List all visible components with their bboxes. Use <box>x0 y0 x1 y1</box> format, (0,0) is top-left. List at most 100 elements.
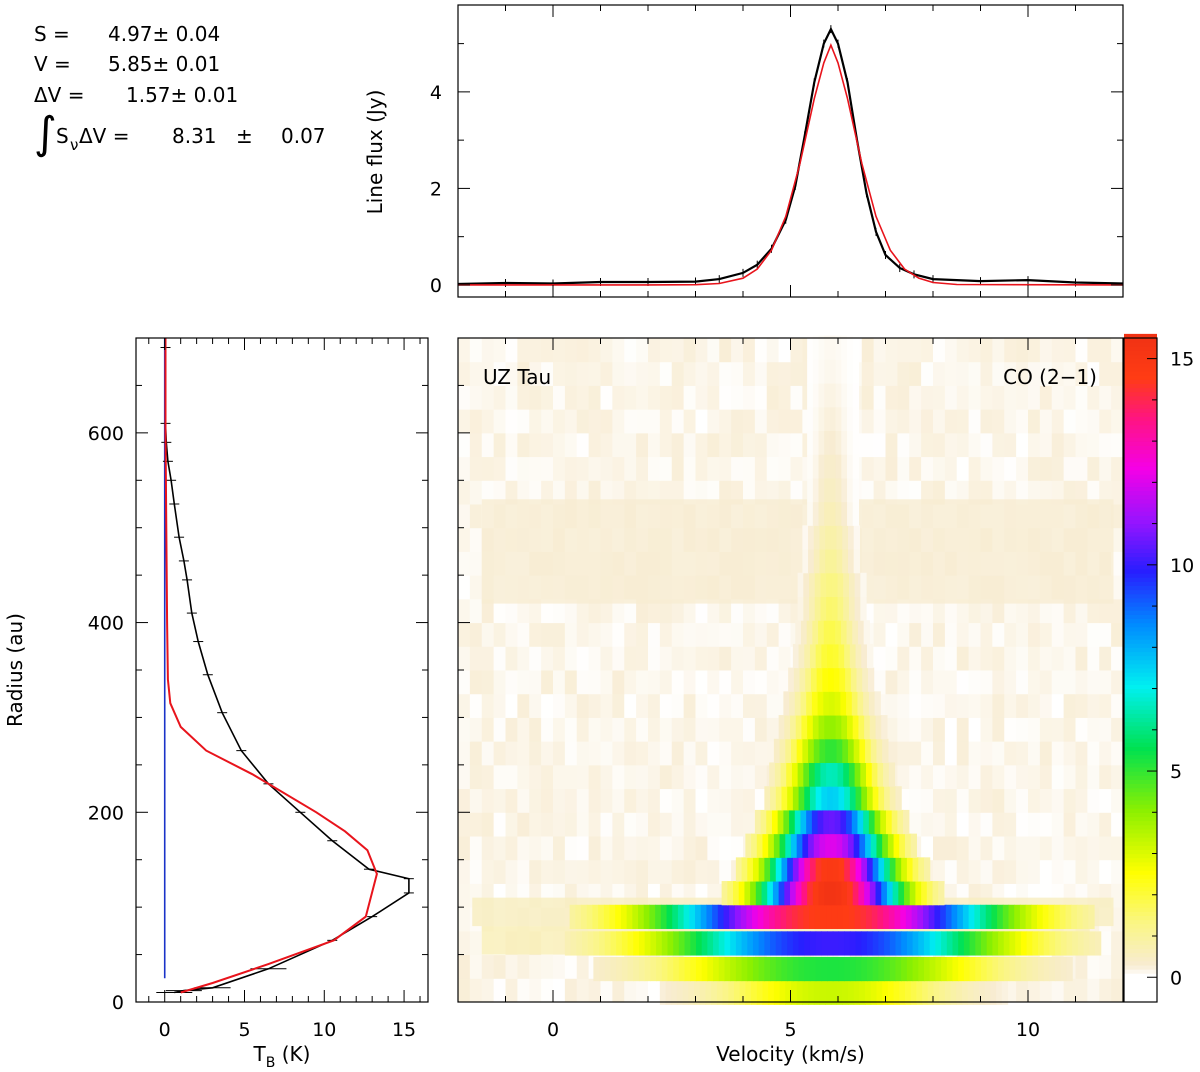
pv-cell <box>865 738 872 763</box>
pv-cell <box>493 622 506 647</box>
pv-cell <box>1019 904 1027 929</box>
pv-cell <box>469 693 483 718</box>
spectrum-y-tick-label: 2 <box>430 178 442 200</box>
pv-cell <box>1055 931 1062 956</box>
pv-cell <box>707 622 720 647</box>
pv-cell <box>893 833 900 858</box>
pv-cell <box>745 980 752 1005</box>
pv-cell <box>956 980 963 1005</box>
pv-cell <box>921 741 934 766</box>
pv-cell <box>909 788 922 813</box>
pv-cell <box>493 859 506 884</box>
pv-cell <box>1087 954 1100 979</box>
pv-cell <box>888 762 896 787</box>
colorbar-band <box>1124 977 1157 982</box>
pv-cell <box>493 764 506 790</box>
pv-cell <box>600 598 613 624</box>
pv-cell <box>801 881 808 906</box>
pv-cell <box>731 717 744 742</box>
pv-cell <box>798 956 805 982</box>
pv-cell <box>1111 456 1124 481</box>
pv-cell <box>1087 812 1100 837</box>
pv-cell <box>844 643 851 669</box>
pv-cell <box>541 480 554 505</box>
pv-cell <box>940 904 947 929</box>
pv-cell <box>1028 456 1041 481</box>
pv-cell <box>1099 978 1112 1003</box>
colorbar-band <box>1124 416 1157 422</box>
pv-cell <box>707 836 720 861</box>
pv-cell <box>1075 598 1088 624</box>
pv-cell <box>824 430 831 455</box>
pv-cell <box>723 904 730 929</box>
pv-cell <box>659 717 673 742</box>
pv-cell <box>458 361 471 386</box>
pv-cell <box>921 361 934 386</box>
pv-cell <box>1039 836 1053 861</box>
pv-cell <box>921 480 934 505</box>
pv-cell <box>1082 904 1089 929</box>
colorbar-band <box>1124 457 1157 463</box>
pv-cell <box>1051 764 1065 790</box>
pv-cell <box>944 456 958 481</box>
pv-cell <box>968 432 981 458</box>
pv-cell <box>1083 931 1090 956</box>
pv-cell <box>843 904 850 929</box>
pv-cell <box>863 620 870 645</box>
pv-cell <box>648 788 661 813</box>
pv-cell <box>458 385 471 410</box>
colorbar-band <box>1124 366 1157 372</box>
pv-cell <box>1004 859 1017 884</box>
pv-cell <box>1028 361 1041 386</box>
pv-cell <box>804 857 811 882</box>
colorbar-band <box>1124 577 1157 582</box>
pv-cell <box>1051 646 1065 671</box>
pv-cell <box>624 764 637 790</box>
pv-cell <box>835 335 842 360</box>
colorbar-band <box>1124 519 1157 525</box>
pv-cell <box>1051 717 1065 742</box>
pv-cell <box>795 620 802 645</box>
pv-cell <box>481 480 495 505</box>
pv-cell <box>695 361 708 386</box>
pv-cell <box>897 693 910 718</box>
profile-x-tick-label: 15 <box>392 1019 416 1041</box>
pv-cell <box>659 361 673 386</box>
pv-cell <box>980 385 993 410</box>
pv-cell <box>824 715 831 740</box>
colorbar-band <box>1124 890 1157 896</box>
pv-cell <box>766 598 780 624</box>
pv-cell <box>769 904 776 929</box>
pv-cell <box>968 859 981 884</box>
pv-cell <box>847 477 854 503</box>
colorbar-band <box>1124 643 1157 648</box>
pv-cell <box>901 857 908 882</box>
pv-cell <box>588 788 601 813</box>
pv-cell <box>800 691 807 716</box>
pv-cell <box>600 338 613 363</box>
pv-cell <box>849 643 857 669</box>
pv-cell <box>813 525 821 550</box>
pv-cell <box>1075 741 1088 766</box>
pv-cell <box>980 931 988 956</box>
pv-cell <box>861 931 868 956</box>
pv-cell <box>961 980 969 1005</box>
pv-cell <box>564 598 578 624</box>
pv-cell <box>847 549 855 574</box>
pv-cell <box>1051 622 1065 647</box>
pv-cell <box>576 741 590 766</box>
pv-cell <box>1016 361 1029 386</box>
pv-cell <box>992 859 1005 884</box>
pv-cell <box>812 383 820 408</box>
pv-cell <box>1075 717 1088 742</box>
pv-cell <box>1111 836 1124 861</box>
pv-cell <box>835 383 842 408</box>
pv-cell <box>771 809 779 835</box>
pv-cell <box>517 978 530 1003</box>
pv-cell <box>807 715 814 740</box>
pv-cell <box>671 693 685 718</box>
pv-cell <box>796 980 803 1005</box>
pv-cell <box>600 859 613 884</box>
pv-cell <box>909 432 922 458</box>
pv-cell <box>831 572 839 597</box>
